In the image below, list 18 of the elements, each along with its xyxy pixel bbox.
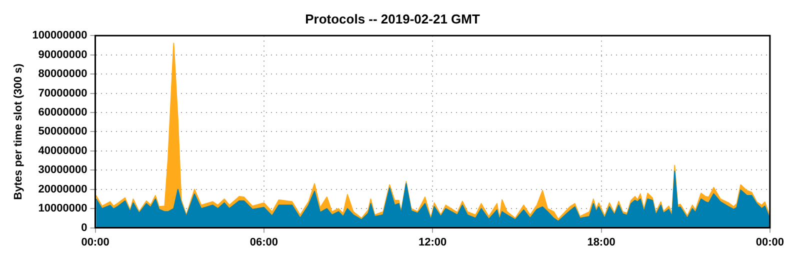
y-tick-label: 100000000 [32,30,88,42]
x-tick-label: 00:00 [81,236,110,248]
x-tick-label: 18:00 [587,236,616,248]
y-tick-label: 0 [81,222,88,234]
chart-title: Protocols -- 2019-02-21 GMT [305,11,480,26]
y-tick-label: 30000000 [38,164,88,176]
y-tick-label: 20000000 [38,183,88,196]
x-tick-label: 00:00 [756,236,784,248]
y-tick-label: 50000000 [38,126,88,138]
y-tick-label: 70000000 [38,87,88,100]
y-tick-label: 90000000 [38,48,88,61]
x-tick-label: 12:00 [418,236,447,248]
y-tick-label: 10000000 [38,202,88,215]
y-tick-label: 60000000 [38,106,88,119]
y-axis-title: Bytes per time slot (300 s) [12,63,25,200]
y-tick-label: 40000000 [38,144,88,157]
y-tick-label: 80000000 [38,68,88,80]
x-tick-label: 06:00 [250,236,278,248]
